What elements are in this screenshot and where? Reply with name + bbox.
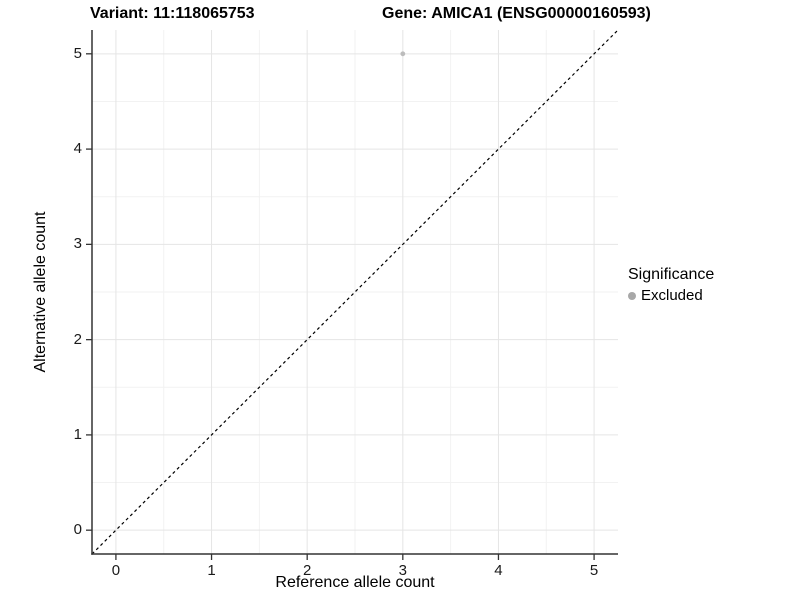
x-tick-label: 3 [398, 562, 407, 579]
x-axis-title: Reference allele count [275, 574, 435, 591]
y-tick-label: 5 [73, 44, 82, 62]
x-tick-label: 2 [303, 562, 312, 579]
y-axis-title: Alternative allele count [32, 211, 49, 373]
x-tick-label: 0 [111, 562, 121, 579]
y-tick-label: 2 [73, 330, 82, 348]
x-tick-label: 5 [589, 562, 599, 579]
y-tick-label: 0 [73, 521, 82, 539]
x-tick-label: 4 [494, 562, 503, 579]
legend: Significance Excluded [628, 266, 714, 304]
variant-title: Variant: 11:118065753 [90, 5, 255, 22]
data-point [400, 51, 406, 57]
legend-point-icon [628, 291, 636, 300]
y-tick-label: 3 [73, 235, 82, 253]
identity-reference-line [91, 29, 619, 555]
legend-entry-label: Excluded [641, 287, 703, 304]
legend-entry: Excluded [628, 287, 714, 304]
x-tick-label: 1 [207, 562, 216, 579]
y-tick-label: 4 [73, 140, 82, 158]
y-tick-label: 1 [73, 425, 82, 443]
legend-entries: Excluded [628, 287, 714, 304]
gene-title: Gene: AMICA1 (ENSG00000160593) [382, 5, 651, 22]
legend-title: Significance [628, 266, 715, 283]
